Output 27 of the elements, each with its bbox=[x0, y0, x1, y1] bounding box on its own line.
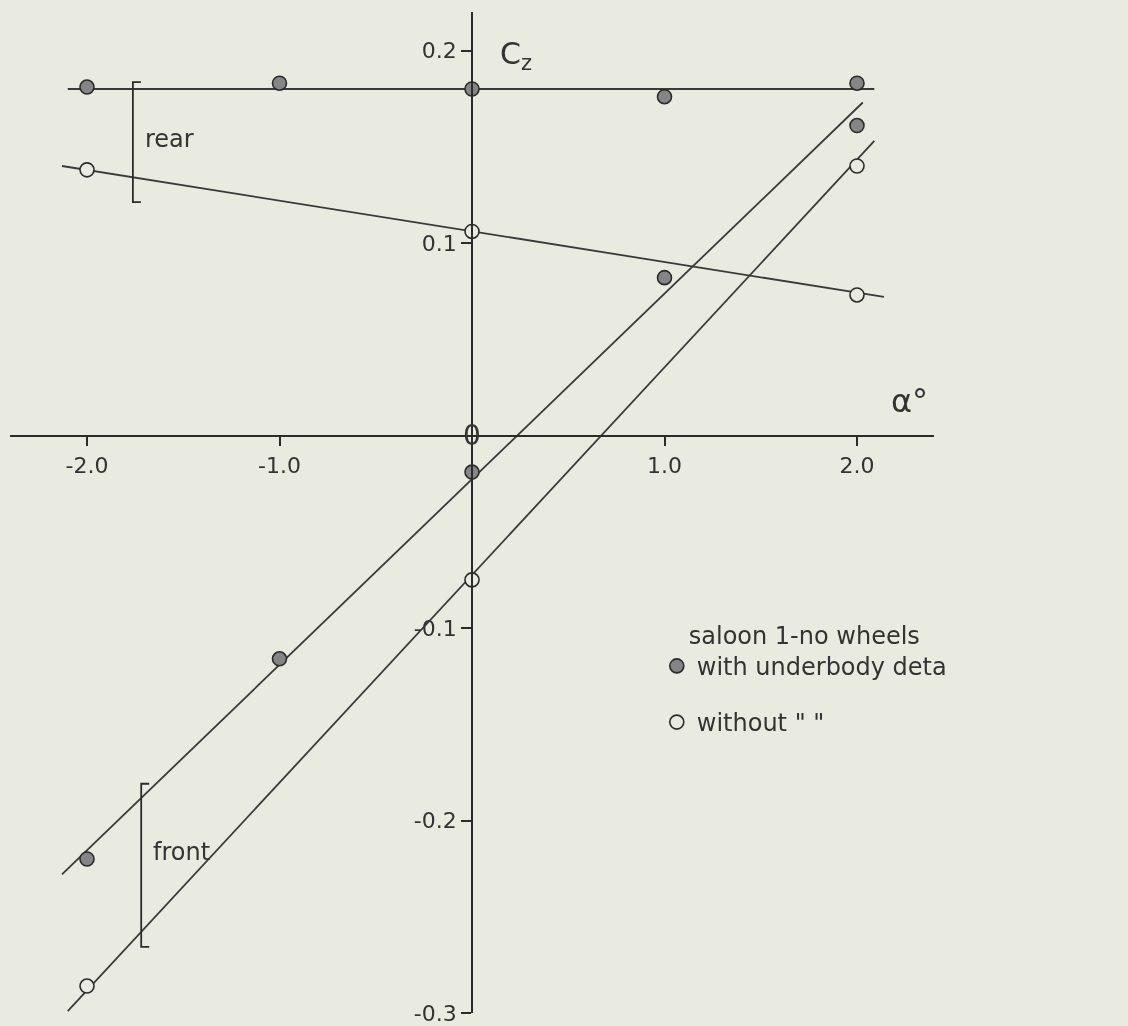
y-tick-label: -0.3 bbox=[413, 1000, 457, 1026]
point bbox=[849, 75, 865, 92]
annotation: front bbox=[153, 838, 211, 866]
x-tick-label: -1.0 bbox=[258, 452, 301, 478]
point bbox=[656, 88, 673, 105]
legend-label: with underbody deta bbox=[696, 653, 947, 682]
x-tick-label: 2.0 bbox=[839, 452, 875, 478]
point bbox=[849, 117, 865, 134]
y-tick-label: -0.2 bbox=[413, 808, 457, 834]
legend-title: saloon 1-no wheels bbox=[688, 621, 920, 650]
point bbox=[849, 287, 865, 303]
point bbox=[79, 79, 95, 95]
point bbox=[656, 269, 673, 286]
point bbox=[79, 162, 95, 178]
x-tick-label: -2.0 bbox=[65, 452, 109, 478]
point bbox=[79, 978, 95, 994]
y-tick-label: 0.1 bbox=[421, 230, 457, 256]
point bbox=[79, 851, 95, 867]
y-axis-title: C$_{z}$ bbox=[500, 36, 532, 76]
x-tick-label: 1.0 bbox=[647, 452, 682, 478]
x-axis-title: α° bbox=[891, 382, 929, 420]
legend-label: without " " bbox=[696, 709, 825, 738]
annotation: rear bbox=[145, 125, 194, 153]
point bbox=[849, 158, 865, 174]
y-tick-label: 0.2 bbox=[421, 38, 457, 64]
point bbox=[271, 651, 288, 667]
point bbox=[271, 75, 288, 92]
